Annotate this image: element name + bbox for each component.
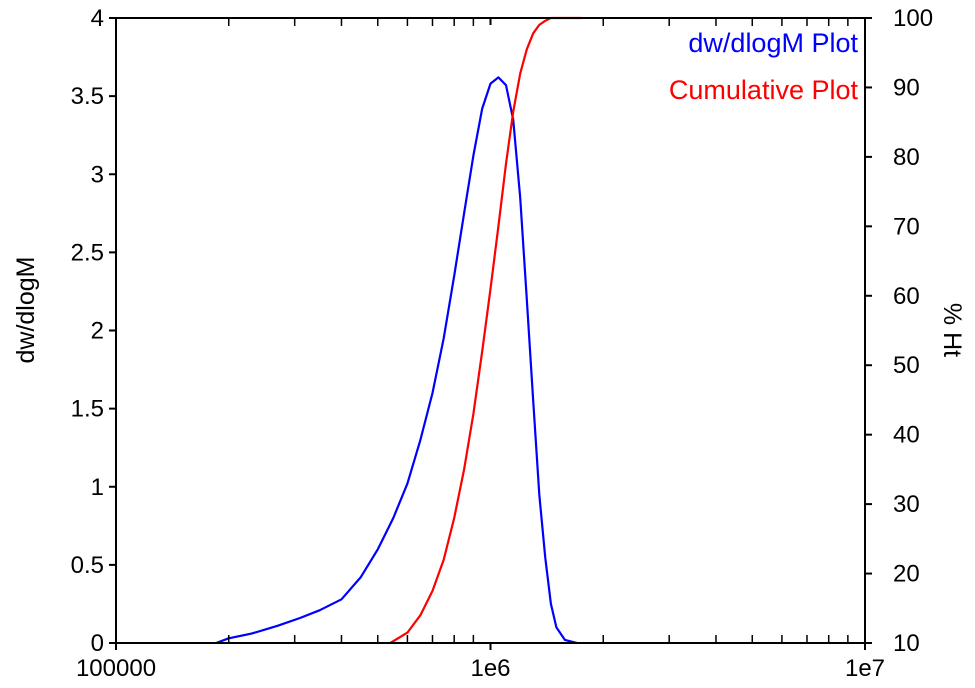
y-right-tick-label: 50 [893,352,920,379]
series-line-dwdlogm [215,76,578,645]
y-left-tick-label: 2 [91,318,104,345]
y-left-tick-label: 3 [91,161,104,188]
y-left-axis-title: dw/dlogM [12,257,40,364]
plot-frame [115,17,866,644]
y-left-tick-label: 1 [91,474,104,501]
series-line-cumulative [389,16,582,644]
y-right-tick-label: 100 [893,5,933,32]
x-tick-label: 1e7 [845,655,885,682]
y-right-tick-label: 20 [893,561,920,588]
y-right-tick-label: 40 [893,422,920,449]
y-left-tick-label: 3.5 [71,83,104,110]
y-right-tick-label: 90 [893,74,920,101]
y-left-tick-label: 0 [91,630,104,657]
y-left-tick-label: 1.5 [71,396,104,423]
y-right-tick-label: 70 [893,213,920,240]
y-right-tick-label: 60 [893,283,920,310]
x-tick-label: 100000 [76,655,156,682]
legend-entry-cumulative: Cumulative Plot [669,75,859,105]
y-left-tick-label: 0.5 [71,552,104,579]
y-left-tick-label: 2.5 [71,239,104,266]
y-right-tick-label: 80 [893,144,920,171]
y-right-tick-label: 30 [893,491,920,518]
y-right-tick-label: 10 [893,630,920,657]
y-right-axis-title: % Ht [938,303,966,357]
legend-entry-dwdlogm: dw/dlogM Plot [688,28,858,58]
x-tick-label: 1e6 [470,655,510,682]
y-left-tick-label: 4 [91,5,104,32]
